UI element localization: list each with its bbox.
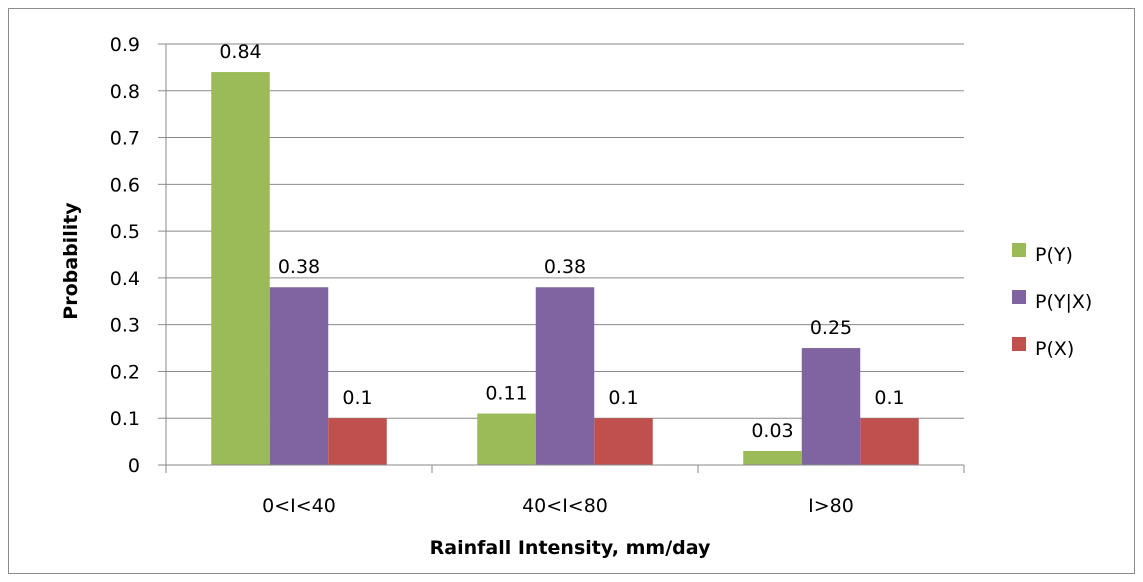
x-category-label: I>80	[808, 495, 854, 517]
data-label: 0.25	[810, 317, 852, 339]
y-tick-label: 0.7	[110, 128, 140, 150]
bar	[269, 287, 329, 465]
y-tick-label: 0.1	[110, 408, 140, 430]
y-tick-label: 0.9	[110, 34, 140, 56]
legend: P(Y) P(Y|X) P(X)	[1012, 243, 1092, 360]
bar	[743, 450, 802, 465]
legend-swatch	[1012, 337, 1026, 351]
bar	[860, 418, 919, 465]
y-tick-label: 0.4	[110, 268, 140, 290]
legend-label: P(Y)	[1035, 244, 1073, 266]
bar	[328, 418, 387, 465]
bar-chart: 0 0.1 0.2 0.3 0.4 0.5 0.6 0.7 0.8 0.9 0<I<40 40<I<8…	[60, 34, 1092, 559]
y-axis-title: Probability	[60, 202, 82, 320]
bar	[594, 418, 653, 465]
x-category-label: 0<I<40	[262, 495, 336, 517]
y-tick-label: 0	[128, 455, 140, 477]
data-label: 0.38	[278, 256, 320, 278]
data-label: 0.11	[485, 383, 527, 405]
axes: 0 0.1 0.2 0.3 0.4 0.5 0.6 0.7 0.8 0.9 0<I<40 40<I<8…	[110, 34, 965, 517]
bars	[211, 72, 919, 466]
data-label: 0.84	[219, 41, 261, 63]
legend-label: P(X)	[1035, 338, 1074, 360]
data-label: 0.38	[544, 256, 586, 278]
x-axis-title: Rainfall Intensity, mm/day	[430, 537, 711, 559]
y-tick-label: 0.5	[110, 221, 140, 243]
data-label: 0.1	[608, 387, 638, 409]
y-tick-label: 0.6	[110, 174, 140, 196]
data-label: 0.03	[751, 420, 793, 442]
x-category-label: 40<I<80	[522, 495, 608, 517]
chart-frame: 0 0.1 0.2 0.3 0.4 0.5 0.6 0.7 0.8 0.9 0<I<40 40<I<8…	[8, 8, 1135, 574]
data-label: 0.1	[874, 387, 904, 409]
legend-swatch	[1012, 243, 1026, 257]
bar	[211, 72, 270, 466]
y-tick-label: 0.2	[110, 361, 140, 383]
bar	[535, 287, 595, 465]
y-tick-label: 0.8	[110, 81, 140, 103]
data-label: 0.1	[342, 387, 372, 409]
legend-swatch	[1012, 290, 1026, 304]
bar	[801, 348, 861, 465]
y-tick-label: 0.3	[110, 315, 140, 337]
data-labels: 0.84 0.38 0.1 0.11 0.38 0.1 0.03 0.25 0.1	[219, 41, 904, 442]
legend-label: P(Y|X)	[1035, 291, 1092, 313]
bar	[477, 413, 536, 465]
